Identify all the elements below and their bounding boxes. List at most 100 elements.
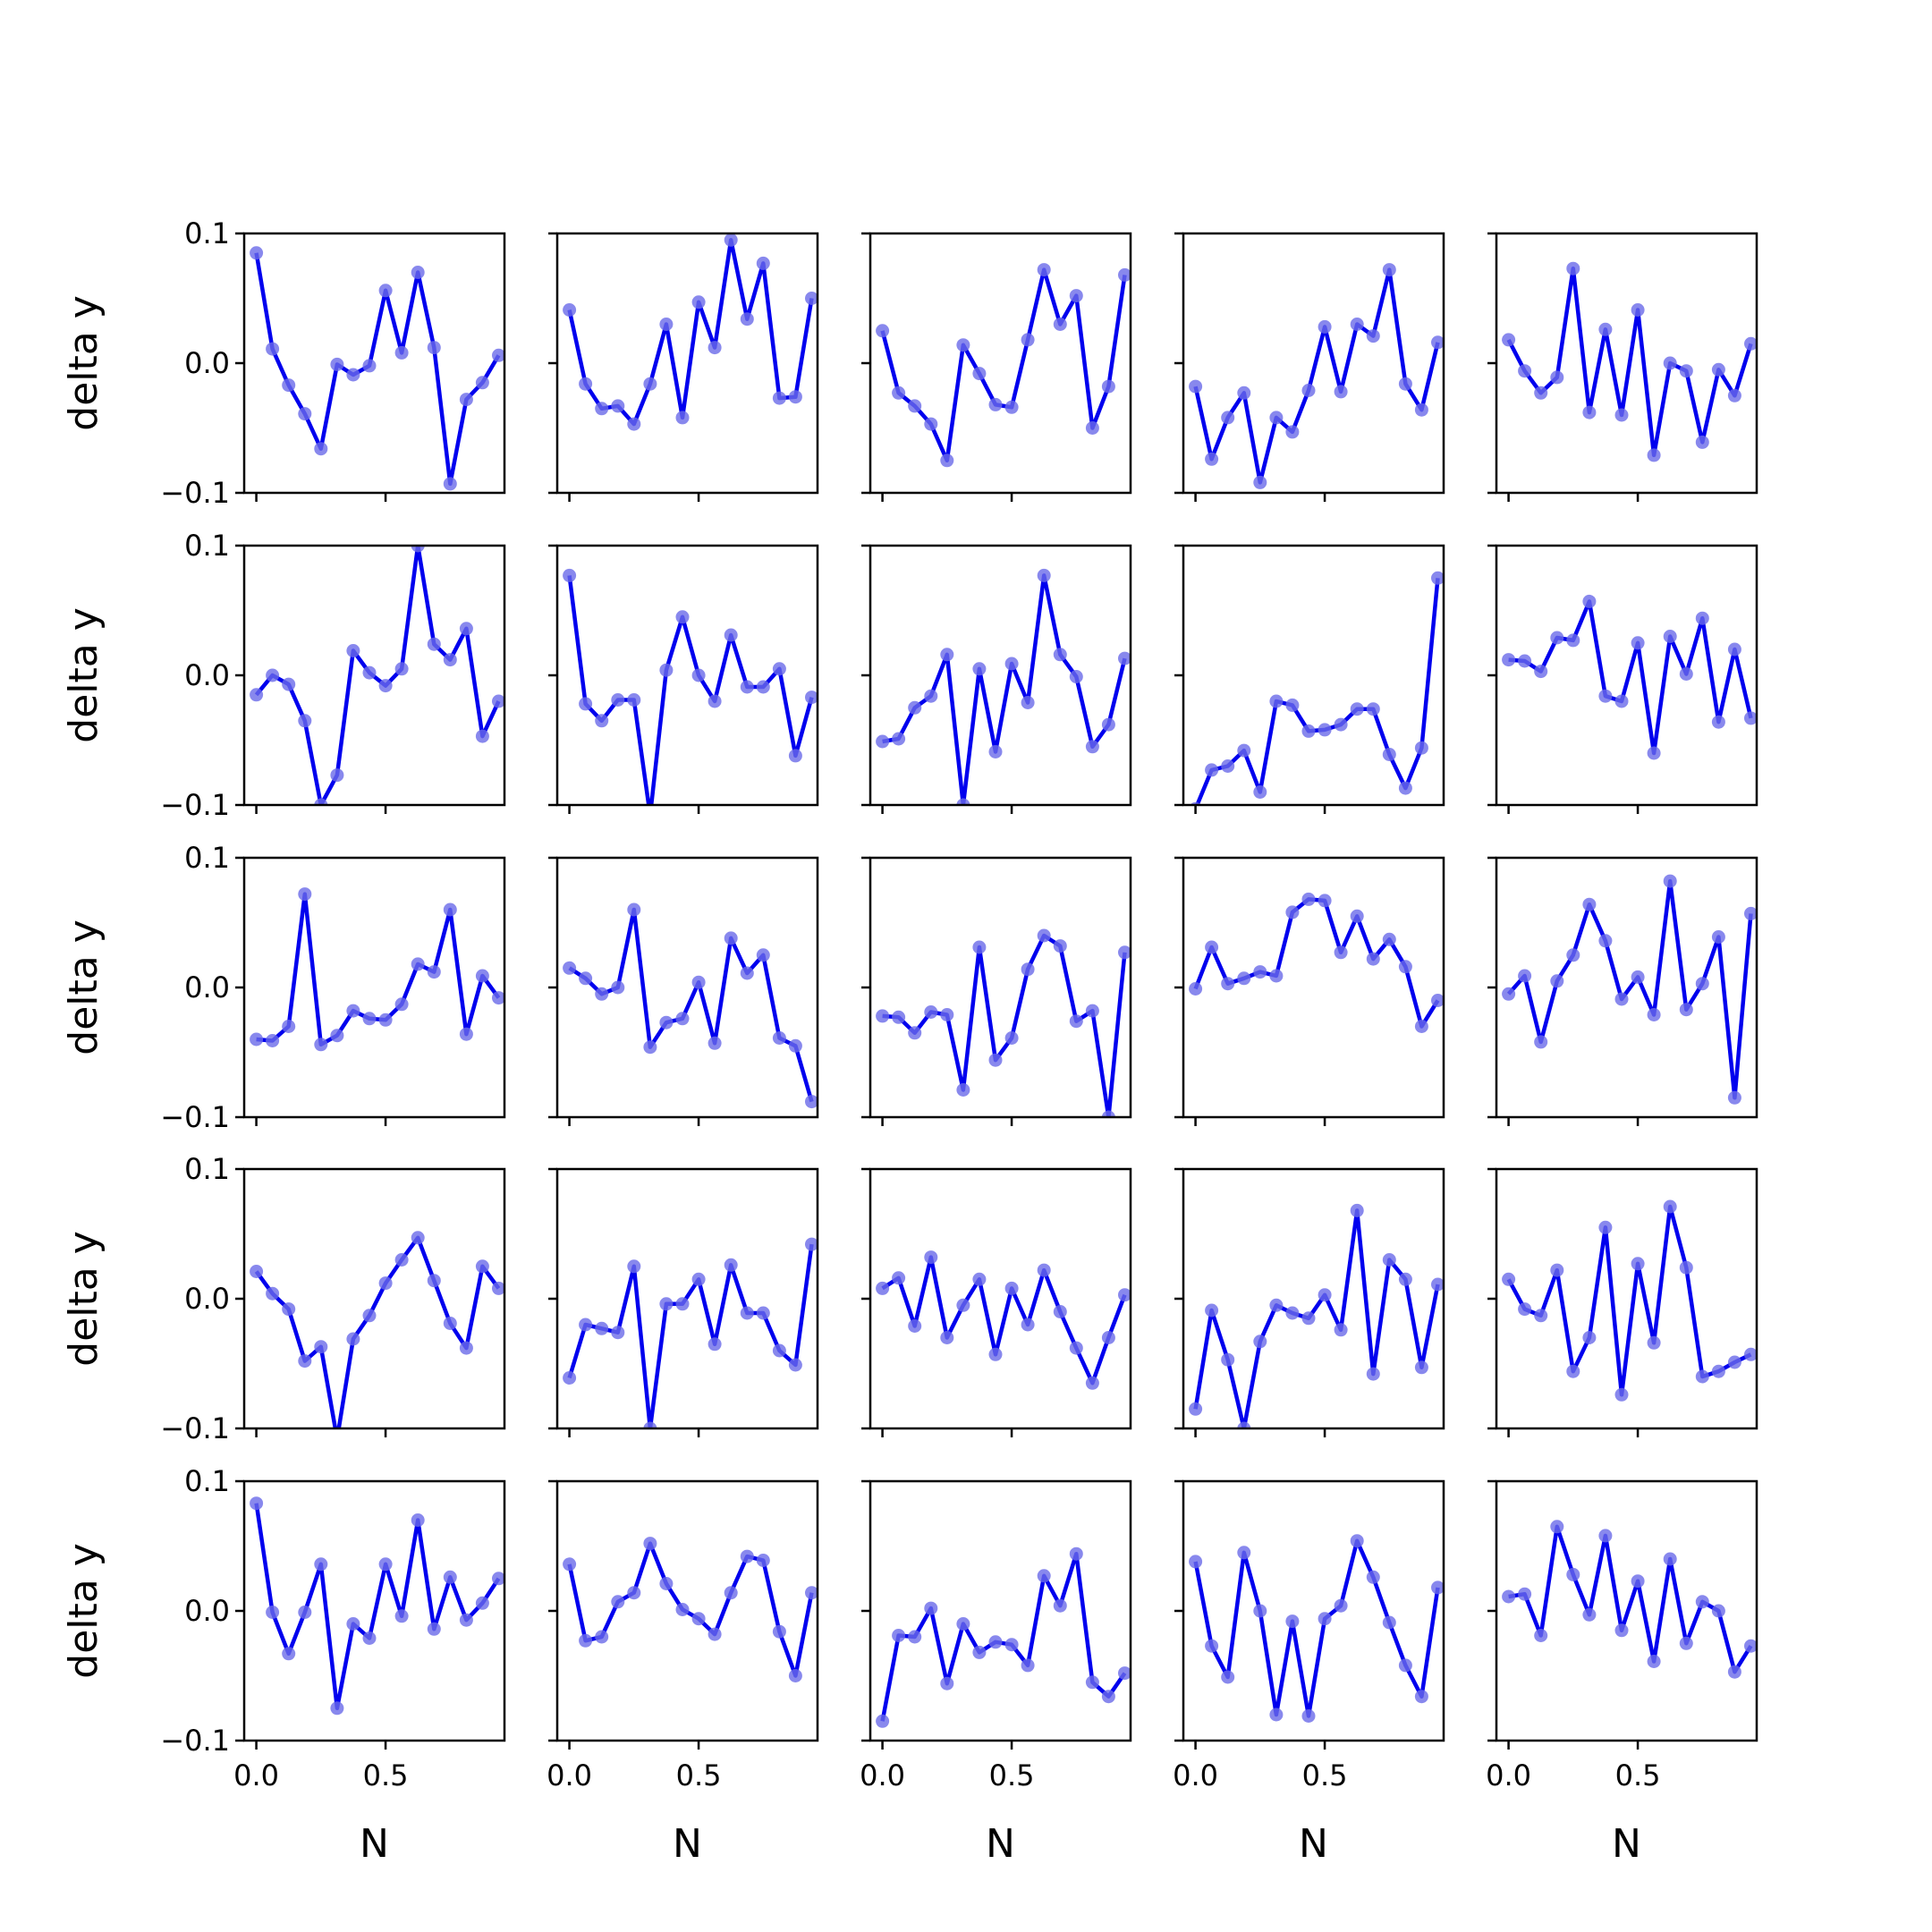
data-point [675,1012,690,1026]
series-line [256,892,501,1047]
data-point [346,368,360,382]
data-point [492,694,504,708]
data-point [1053,648,1067,662]
y-axis-label: delta y [61,295,106,430]
x-axis-label: N [1612,1821,1641,1867]
data-point [1382,1253,1396,1267]
data-point [378,679,393,693]
data-point [1350,1203,1364,1217]
data-point [1598,322,1613,336]
data-point [282,1647,296,1661]
data-point [940,1676,954,1690]
data-point [298,714,312,728]
data-point [1534,1309,1548,1323]
subplot-5-2: 0.0 0.5 N [547,1479,819,1867]
data-point [1398,1272,1412,1286]
data-point [1744,1347,1757,1361]
data-point [1414,1020,1428,1033]
data-point [1301,384,1316,397]
data-point [346,644,360,657]
data-point [691,295,706,309]
data-point [740,966,754,980]
data-point [892,732,906,746]
data-point [459,393,473,407]
data-point [1085,421,1099,435]
data-point [611,980,625,995]
x-axis-label: N [1299,1821,1328,1867]
data-point [1237,971,1251,986]
subplot-1-5 [1487,232,1758,502]
data-point [940,1008,954,1021]
data-point [1711,930,1725,944]
data-point [1118,267,1131,282]
data-point [1101,1690,1115,1704]
data-point [427,1274,441,1288]
data-point [330,768,344,783]
data-point [1118,1666,1131,1681]
data-point [314,442,328,456]
data-point [492,1572,504,1586]
data-point [1269,969,1284,983]
subplot-3-3 [861,856,1132,1126]
data-point [1582,1331,1597,1344]
series-line [882,933,1127,1117]
data-point [378,284,393,298]
data-point [1350,318,1364,331]
data-point [972,940,987,954]
data-point [756,1554,770,1567]
data-point [1021,1318,1035,1332]
x-tick-label: 0.5 [1302,1758,1348,1792]
data-point [1631,636,1645,650]
subplot-1-4 [1174,232,1445,502]
subplot-1-3 [861,232,1132,502]
data-point [459,1341,473,1355]
subplot-5-5: 0.0 0.5 N [1486,1479,1758,1867]
data-point [378,1276,393,1291]
data-point [1614,408,1629,422]
data-point [1118,651,1131,665]
axes-frame [555,232,819,495]
data-point [563,568,577,582]
data-point [1189,1402,1203,1416]
data-point [1598,934,1613,948]
series-line [567,1541,814,1678]
data-point [708,341,722,355]
data-point [1301,1709,1316,1723]
data-point [627,1259,641,1274]
data-point [1582,594,1597,608]
data-point [740,1549,754,1563]
data-point [443,1570,457,1584]
subplot-5-4: 0.0 0.5 N [1173,1479,1445,1867]
data-point [972,1645,987,1659]
data-point [298,1354,312,1368]
data-point [459,1027,473,1041]
data-point [1679,364,1693,378]
data-point [579,1318,593,1332]
data-point [643,1421,657,1428]
data-point [675,1603,690,1616]
data-point [1711,362,1725,377]
data-point [595,1630,609,1644]
axes-frame [1495,1167,1758,1430]
data-point [1366,952,1380,966]
data-point [1237,743,1251,758]
y-axis-label: delta y [61,607,106,742]
data-point [1253,965,1267,979]
data-point [1221,759,1235,773]
y-tick-label: 0.1 [184,1464,230,1498]
data-point [1021,333,1035,347]
data-point [659,1577,674,1590]
subplot-4-3 [861,1167,1132,1437]
data-point [1285,698,1300,712]
y-axis-label: delta y [61,1231,106,1366]
data-point [1614,992,1629,1006]
y-tick-label: 0.0 [184,658,230,692]
series-line [567,575,814,805]
data-point [724,931,738,945]
data-point [1237,1546,1251,1560]
subplot-4-2 [548,1167,819,1437]
data-point [972,662,987,676]
data-point [1085,1004,1099,1018]
data-point [1727,1355,1741,1369]
data-point [595,987,609,1001]
